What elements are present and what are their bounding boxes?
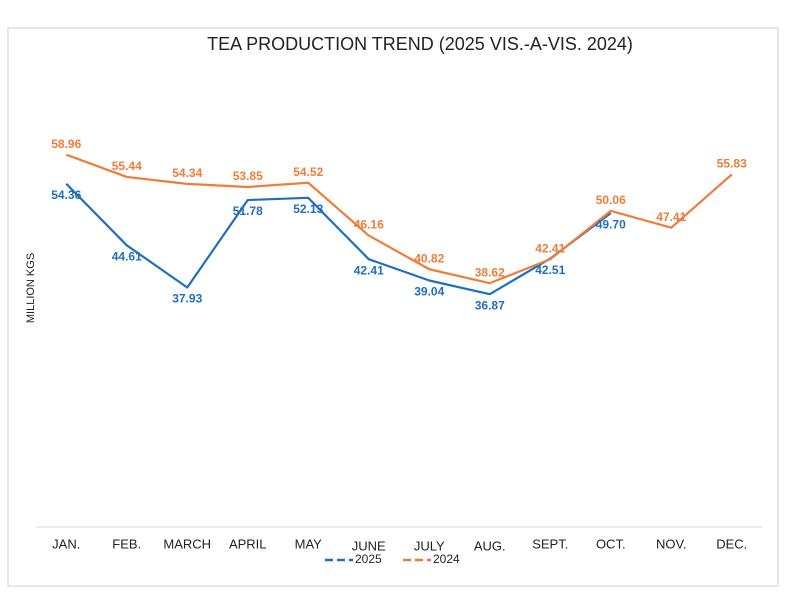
x-tick-label: JUNE (352, 538, 386, 553)
data-label: 42.51 (535, 263, 565, 277)
x-tick-label: DEC. (716, 536, 747, 551)
data-label: 55.44 (112, 159, 142, 173)
data-label: 51.78 (233, 204, 263, 218)
x-tick-label: JULY (414, 538, 445, 553)
data-label: 54.36 (51, 188, 81, 202)
data-label: 42.41 (354, 263, 384, 277)
data-label: 38.62 (475, 265, 505, 279)
x-tick-label: FEB. (112, 536, 141, 551)
x-tick-label: MARCH (163, 536, 211, 551)
x-tick-label: NOV. (656, 536, 687, 551)
data-label: 46.16 (354, 218, 384, 232)
data-label: 36.87 (475, 298, 505, 312)
x-tick-label: SEPT. (532, 536, 568, 551)
data-label: 39.04 (414, 285, 444, 299)
x-tick-label: JAN. (52, 536, 80, 551)
data-label: 54.52 (293, 165, 323, 179)
data-label: 55.83 (717, 157, 747, 171)
chart-title: TEA PRODUCTION TREND (2025 VIS.-A-VIS. 2… (207, 34, 633, 54)
data-label: 52.13 (293, 202, 323, 216)
x-tick-label: APRIL (229, 536, 267, 551)
data-label: 49.70 (596, 217, 626, 231)
data-label: 58.96 (51, 137, 81, 151)
legend-label: 2024 (433, 552, 460, 566)
data-label: 47.41 (656, 210, 686, 224)
legend-label: 2025 (355, 552, 382, 566)
data-label: 44.61 (112, 249, 142, 263)
x-tick-label: AUG. (474, 538, 506, 553)
x-tick-label: MAY (295, 536, 323, 551)
data-label: 40.82 (414, 251, 444, 265)
data-label: 50.06 (596, 193, 626, 207)
series-line (65, 182, 612, 296)
x-tick-label: OCT. (596, 536, 626, 551)
series-line (65, 153, 733, 285)
data-label: 53.85 (233, 169, 263, 183)
data-label: 42.41 (535, 241, 565, 255)
chart-frame (7, 27, 779, 587)
data-label: 37.93 (172, 292, 202, 306)
data-label: 54.34 (172, 166, 202, 180)
y-axis-label: MILLION KGS (25, 253, 37, 323)
